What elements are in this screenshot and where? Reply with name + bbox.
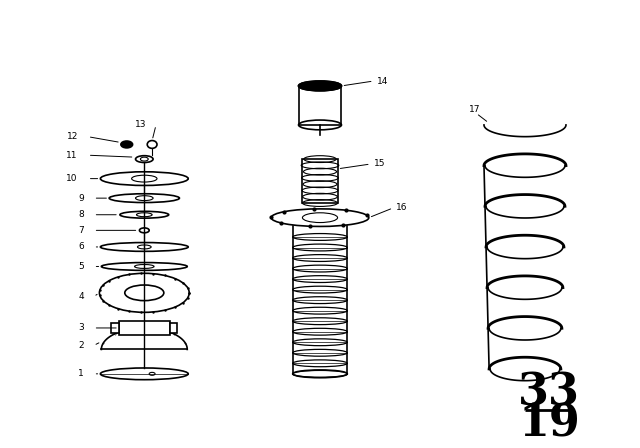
Bar bbox=[170, 323, 177, 333]
Text: 4: 4 bbox=[78, 292, 84, 301]
Text: 2: 2 bbox=[78, 341, 84, 350]
Text: 19: 19 bbox=[518, 402, 580, 445]
Text: 6: 6 bbox=[78, 242, 84, 251]
Text: 7: 7 bbox=[78, 226, 84, 235]
Text: 9: 9 bbox=[78, 194, 84, 202]
Text: 13: 13 bbox=[135, 121, 147, 129]
Text: 17: 17 bbox=[468, 105, 480, 114]
FancyBboxPatch shape bbox=[119, 321, 170, 335]
Text: 1: 1 bbox=[78, 369, 84, 378]
Text: 11: 11 bbox=[67, 151, 78, 159]
FancyBboxPatch shape bbox=[303, 159, 337, 203]
Text: 33: 33 bbox=[518, 372, 580, 415]
Ellipse shape bbox=[121, 141, 132, 148]
Text: 5: 5 bbox=[78, 262, 84, 271]
Ellipse shape bbox=[298, 81, 342, 91]
Text: 3: 3 bbox=[78, 323, 84, 332]
Text: 16: 16 bbox=[396, 203, 408, 212]
Bar bbox=[111, 323, 119, 333]
Text: 10: 10 bbox=[67, 174, 78, 183]
Text: 8: 8 bbox=[78, 210, 84, 219]
Text: 12: 12 bbox=[67, 132, 78, 141]
FancyBboxPatch shape bbox=[298, 86, 342, 125]
Text: 15: 15 bbox=[374, 159, 385, 168]
Text: 14: 14 bbox=[376, 77, 388, 86]
